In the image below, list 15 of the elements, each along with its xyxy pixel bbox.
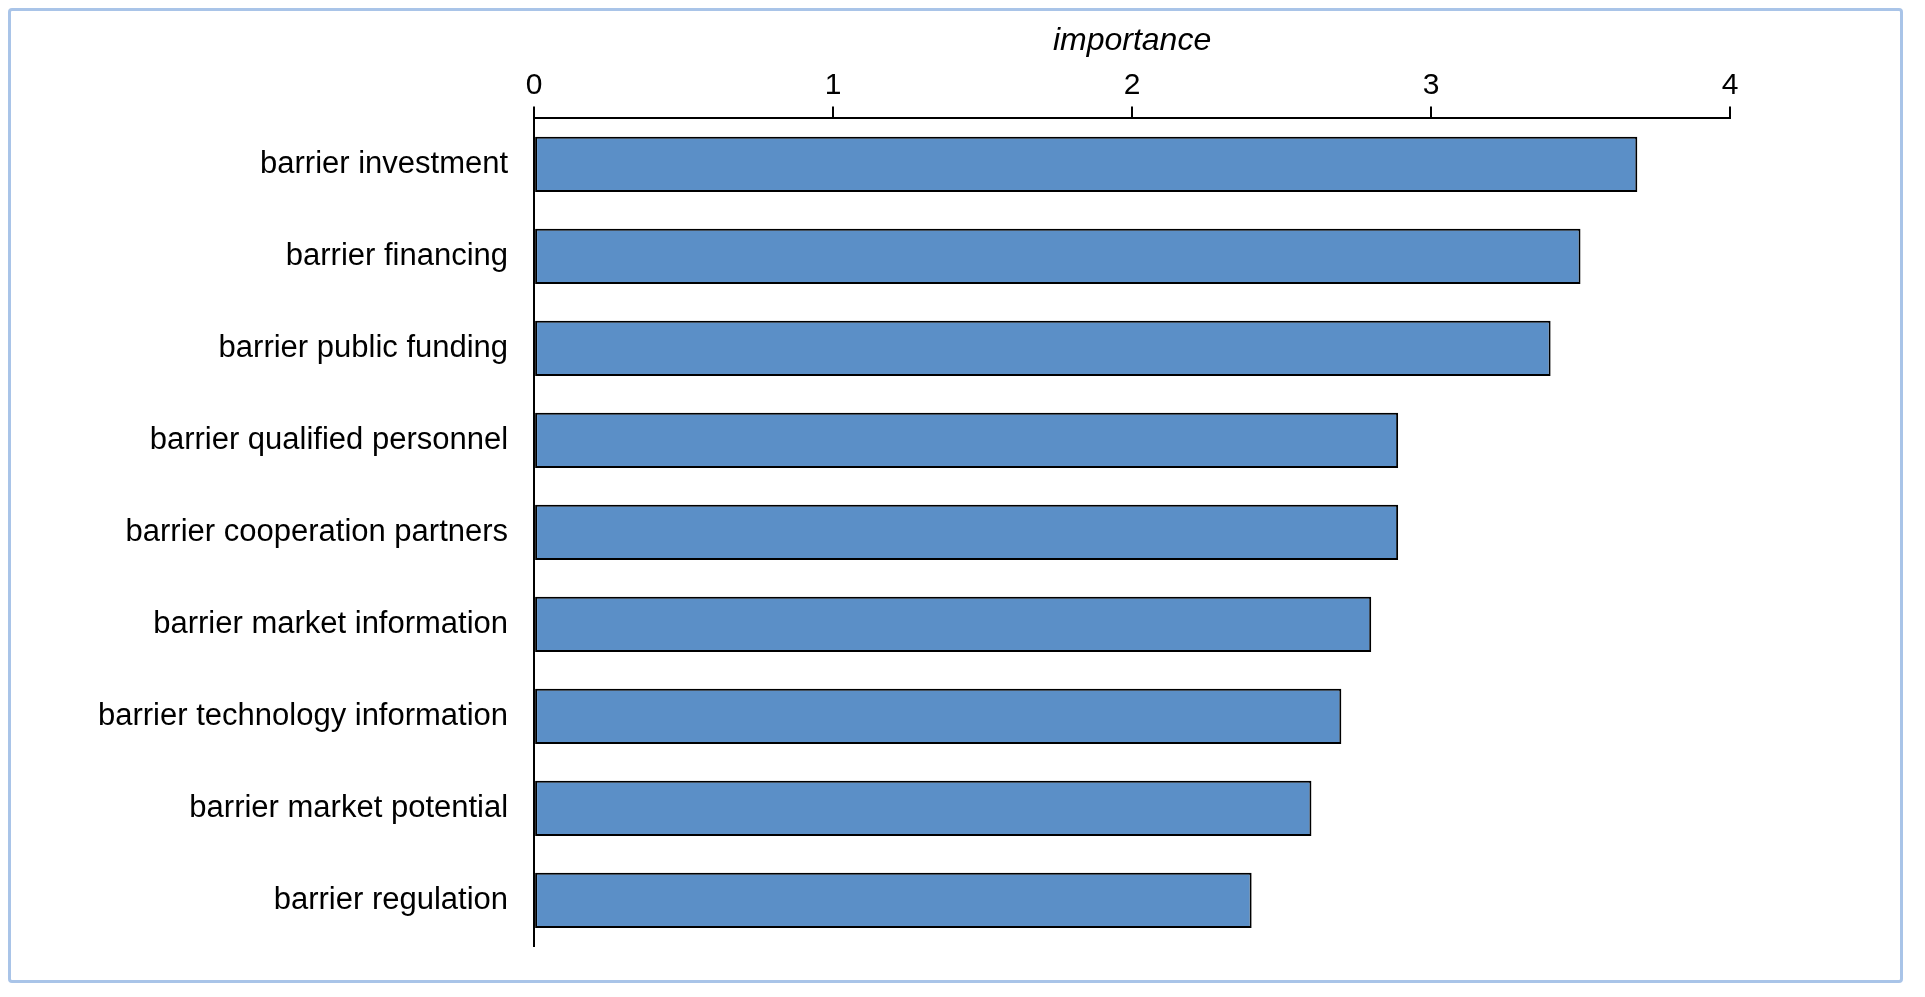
- y-tick-label: barrier investment: [260, 144, 509, 180]
- x-tick-label: 1: [824, 66, 842, 100]
- y-tick-label: barrier financing: [285, 236, 509, 272]
- x-axis-title: importance: [1052, 21, 1212, 58]
- y-tick-label: barrier regulation: [273, 880, 509, 916]
- x-tick-label: 0: [525, 66, 543, 100]
- y-tick-label: barrier market potential: [189, 788, 509, 824]
- y-tick-label: barrier cooperation partners: [125, 512, 509, 548]
- y-tick-label: barrier market information: [153, 604, 509, 640]
- x-tick-label: 2: [1123, 66, 1141, 100]
- y-tick-label: barrier technology information: [97, 696, 509, 732]
- x-tick-label: 3: [1422, 66, 1440, 100]
- y-tick-label: barrier public funding: [218, 328, 509, 364]
- x-tick-label: 4: [1721, 66, 1739, 100]
- y-tick-label: barrier qualified personnel: [149, 420, 509, 456]
